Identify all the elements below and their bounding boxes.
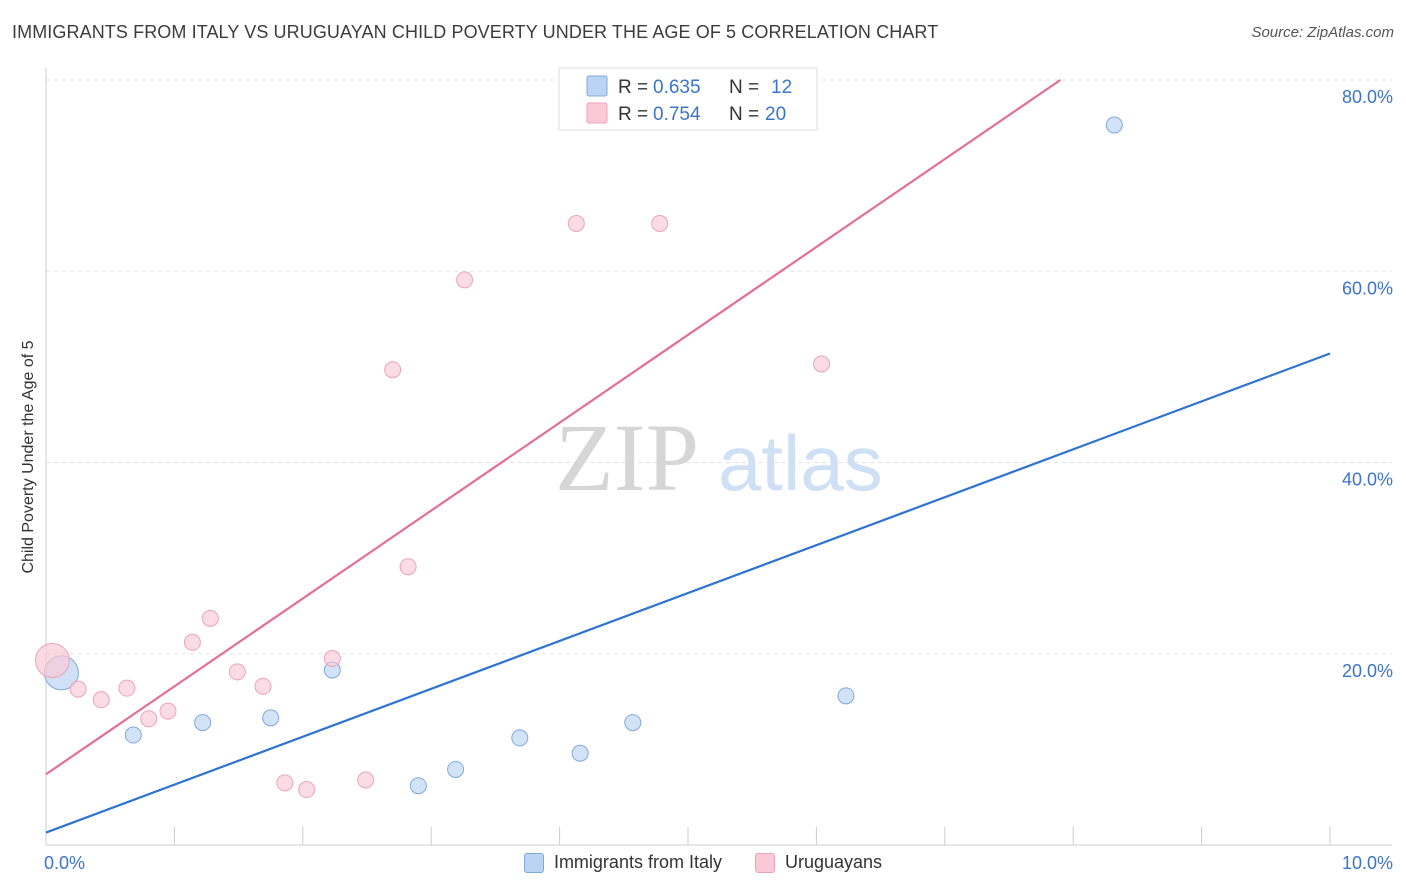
legend-n-value: 12	[771, 77, 792, 98]
legend-label-italy: Immigrants from Italy	[553, 852, 722, 872]
axes	[45, 68, 1392, 846]
data-point-pink	[159, 702, 177, 720]
legend-item-uruguayans: Uruguayans	[754, 852, 883, 873]
data-point-pink	[384, 361, 402, 379]
legend-label-uruguayans: Uruguayans	[784, 852, 883, 872]
legend-r-label: R =	[618, 77, 648, 98]
trendlines	[45, 79, 1331, 834]
data-point-blue	[262, 709, 280, 727]
legend-r-label: R =	[618, 104, 648, 125]
y-tick-label: 80.0%	[1342, 87, 1393, 107]
y-axis-label: Child Poverty Under the Age of 5	[20, 340, 37, 573]
legend-swatch-blue	[586, 75, 608, 97]
data-point-pink	[567, 214, 585, 232]
y-tick-label: 40.0%	[1342, 470, 1393, 490]
data-point-pink	[813, 355, 831, 373]
data-point-blue	[571, 744, 589, 762]
x-tick-label: 10.0%	[1342, 853, 1393, 873]
legend-top: R = 0.635 N = 12 R = 0.754 N = 20	[558, 67, 818, 131]
y-tick-labels: 20.0% 40.0% 60.0% 80.0%	[1342, 87, 1393, 681]
legend-swatch-pink	[586, 102, 608, 124]
data-points	[34, 116, 1123, 799]
data-point-blue	[624, 714, 642, 732]
legend-r-value: 0.754	[653, 104, 701, 125]
y-tick-label: 60.0%	[1342, 278, 1393, 298]
data-point-pink	[201, 609, 219, 627]
data-point-pink	[254, 677, 272, 695]
chart-title: IMMIGRANTS FROM ITALY VS URUGUAYAN CHILD…	[12, 22, 939, 42]
data-point-blue	[124, 726, 142, 744]
trendline-pink	[45, 79, 1061, 776]
legend-swatch-blue	[523, 852, 544, 873]
data-point-pink	[140, 710, 158, 728]
watermark-zip: ZIP	[555, 404, 699, 511]
data-point-pink	[357, 771, 375, 789]
data-point-pink	[276, 774, 294, 792]
data-point-pink	[323, 650, 341, 668]
legend-swatch-pink	[754, 852, 775, 873]
data-point-pink	[69, 680, 87, 698]
legend-n-label: N =	[729, 77, 759, 98]
data-point-blue	[447, 760, 465, 778]
data-point-blue	[1105, 116, 1123, 134]
data-point-pink	[118, 679, 136, 697]
data-point-pink	[183, 633, 201, 651]
legend-n-label: N =	[729, 104, 759, 125]
data-point-blue	[409, 777, 427, 795]
data-point-pink	[34, 642, 70, 678]
trendline-blue	[45, 352, 1331, 834]
gridlines	[46, 79, 1392, 655]
data-point-pink	[651, 214, 669, 232]
x-tick-labels: 0.0% 10.0%	[44, 853, 1393, 873]
legend-r-value: 0.635	[653, 77, 701, 98]
data-point-blue	[837, 687, 855, 705]
data-point-pink	[298, 781, 316, 799]
data-point-blue	[194, 714, 212, 732]
watermark: ZIP atlas	[555, 404, 883, 511]
data-point-pink	[399, 558, 417, 576]
x-tick-label: 0.0%	[44, 853, 85, 873]
data-point-pink	[92, 691, 110, 709]
data-point-pink	[228, 663, 246, 681]
legend-item-italy: Immigrants from Italy	[523, 852, 722, 873]
data-point-pink	[456, 271, 474, 289]
y-tick-label: 20.0%	[1342, 661, 1393, 681]
watermark-atlas: atlas	[718, 419, 883, 507]
source-label: Source: ZipAtlas.com	[1251, 24, 1394, 41]
data-point-blue	[511, 729, 529, 747]
legend-n-value: 20	[765, 104, 786, 125]
legend-bottom: Immigrants from Italy Uruguayans	[0, 852, 1406, 878]
